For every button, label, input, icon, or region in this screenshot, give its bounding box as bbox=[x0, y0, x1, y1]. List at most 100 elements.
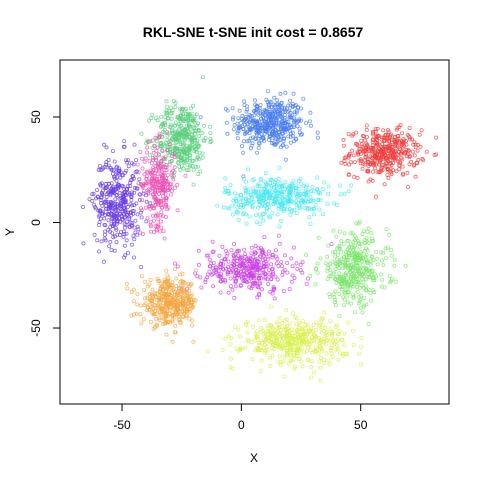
data-point bbox=[184, 168, 189, 173]
data-point bbox=[154, 148, 159, 153]
data-point bbox=[263, 337, 268, 342]
data-point bbox=[211, 249, 216, 254]
data-point bbox=[151, 203, 156, 208]
data-point bbox=[95, 238, 100, 243]
data-point bbox=[156, 222, 161, 227]
data-point bbox=[300, 260, 305, 265]
data-point bbox=[400, 131, 405, 136]
data-point bbox=[196, 172, 201, 177]
data-point bbox=[403, 263, 408, 268]
data-point bbox=[186, 118, 191, 123]
data-point bbox=[239, 346, 244, 351]
data-point bbox=[293, 118, 298, 123]
data-point bbox=[255, 150, 260, 155]
data-point bbox=[163, 196, 168, 201]
data-point bbox=[358, 147, 363, 152]
data-point bbox=[103, 185, 108, 190]
data-point bbox=[261, 264, 266, 269]
data-point bbox=[124, 168, 129, 173]
data-point bbox=[244, 179, 249, 184]
data-point bbox=[408, 137, 413, 142]
data-point bbox=[292, 366, 297, 371]
data-point bbox=[311, 189, 316, 194]
data-point bbox=[200, 151, 205, 156]
data-point bbox=[314, 334, 319, 339]
data-point bbox=[410, 137, 415, 142]
data-point bbox=[247, 285, 252, 290]
data-point bbox=[243, 264, 248, 269]
data-point bbox=[245, 330, 250, 335]
data-point bbox=[259, 125, 264, 130]
data-point bbox=[373, 166, 378, 171]
data-point bbox=[178, 129, 183, 134]
data-point bbox=[354, 221, 359, 226]
data-point bbox=[374, 249, 379, 254]
data-point bbox=[385, 127, 390, 132]
data-point bbox=[186, 168, 191, 173]
data-point bbox=[275, 98, 280, 103]
data-point bbox=[346, 272, 351, 277]
data-point bbox=[308, 273, 313, 278]
data-point bbox=[330, 250, 335, 255]
data-point bbox=[162, 236, 167, 241]
data-point bbox=[320, 323, 325, 328]
data-point bbox=[263, 203, 268, 208]
data-point bbox=[336, 331, 341, 336]
data-point bbox=[164, 165, 169, 170]
data-point bbox=[176, 288, 181, 293]
data-point bbox=[293, 136, 298, 141]
data-point bbox=[313, 328, 318, 333]
data-point bbox=[278, 328, 283, 333]
data-point bbox=[270, 252, 275, 257]
data-point bbox=[326, 337, 331, 342]
data-point bbox=[263, 190, 268, 195]
data-point bbox=[290, 331, 295, 336]
data-point bbox=[224, 120, 229, 125]
data-point bbox=[284, 333, 289, 338]
data-point bbox=[152, 144, 157, 149]
data-point bbox=[137, 197, 142, 202]
data-point bbox=[351, 295, 356, 300]
data-point bbox=[326, 358, 331, 363]
data-point bbox=[262, 113, 267, 118]
data-point bbox=[357, 149, 362, 154]
data-point bbox=[117, 184, 122, 189]
data-point bbox=[114, 240, 119, 245]
data-point bbox=[362, 138, 367, 143]
data-point bbox=[368, 298, 373, 303]
data-point bbox=[172, 295, 177, 300]
data-point bbox=[235, 130, 240, 135]
data-point bbox=[244, 109, 249, 114]
data-point bbox=[101, 188, 106, 193]
y-tick-label: 0 bbox=[29, 219, 43, 226]
data-point bbox=[351, 342, 356, 347]
data-point bbox=[191, 339, 196, 344]
data-point bbox=[314, 267, 319, 272]
series-5 bbox=[215, 165, 354, 229]
data-point bbox=[103, 229, 108, 234]
data-point bbox=[349, 276, 354, 281]
data-point bbox=[257, 281, 262, 286]
data-point bbox=[191, 144, 196, 149]
data-point bbox=[263, 264, 268, 269]
data-point bbox=[246, 125, 251, 130]
data-point bbox=[81, 204, 86, 209]
data-point bbox=[388, 167, 393, 172]
data-point bbox=[161, 316, 166, 321]
data-point bbox=[233, 284, 238, 289]
data-point bbox=[168, 192, 173, 197]
data-point bbox=[378, 272, 383, 277]
series-7 bbox=[304, 219, 408, 326]
data-point bbox=[251, 186, 256, 191]
data-point bbox=[124, 222, 129, 227]
data-point bbox=[160, 306, 165, 311]
data-point bbox=[363, 151, 368, 156]
data-point bbox=[112, 248, 117, 253]
data-point bbox=[263, 171, 268, 176]
data-point bbox=[156, 278, 161, 283]
data-point bbox=[258, 330, 263, 335]
data-point bbox=[419, 128, 424, 133]
data-point bbox=[357, 244, 362, 249]
data-point bbox=[346, 281, 351, 286]
data-point bbox=[256, 199, 261, 204]
